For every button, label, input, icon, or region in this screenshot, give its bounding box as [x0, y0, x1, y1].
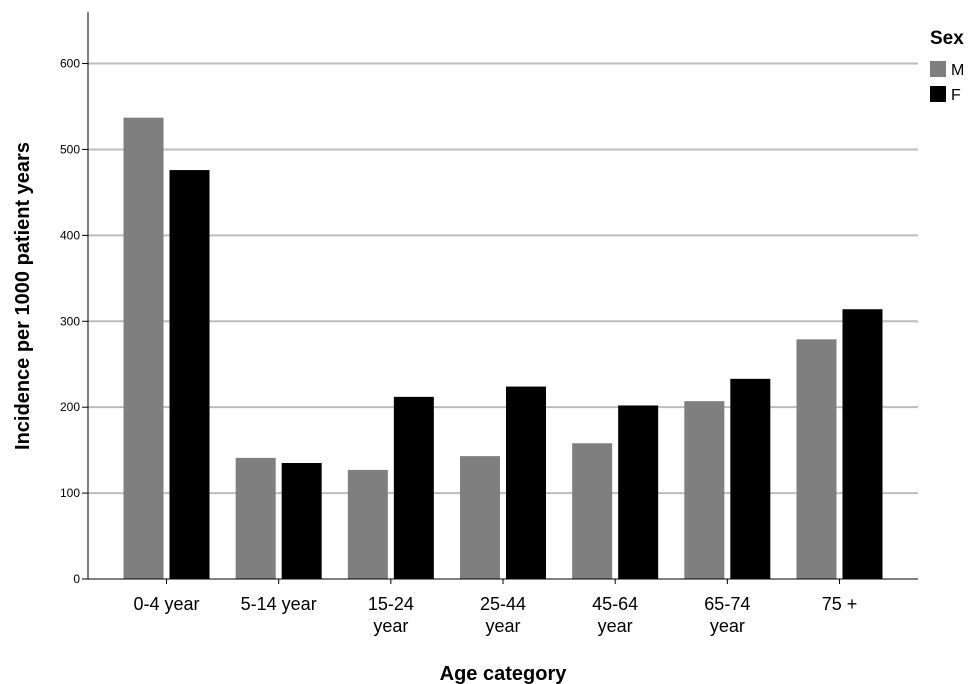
x-tick-label: 15-24 year — [368, 594, 414, 636]
x-tick-label-line: year — [373, 616, 408, 636]
x-tick-label: 45-64 year — [592, 594, 638, 636]
legend-items: MF — [930, 61, 964, 104]
x-tick-label-line: 0-4 year — [133, 594, 199, 614]
bar-f-0 — [169, 170, 210, 579]
y-tick-labels: 0 100 200 300 400 500 600 — [60, 57, 80, 586]
axes — [82, 12, 918, 584]
legend-label-f: F — [951, 87, 961, 104]
x-tick-label: 75 + — [822, 594, 858, 614]
bars — [123, 117, 883, 579]
x-tick-label: 0-4 year — [133, 594, 199, 614]
bar-f-1 — [281, 463, 322, 579]
y-tick-label: 200 — [60, 400, 80, 414]
y-tick-label: 400 — [60, 228, 80, 242]
gridlines — [88, 62, 918, 495]
bar-m-6 — [796, 339, 837, 579]
legend-swatch-f — [930, 86, 946, 102]
legend-label-m: M — [951, 62, 964, 79]
legend: Sex MF — [930, 28, 964, 104]
bar-f-5 — [730, 378, 771, 579]
x-tick-label-line: 5-14 year — [241, 594, 317, 614]
x-tick-label-line: 75 + — [822, 594, 858, 614]
bar-f-4 — [618, 405, 659, 579]
bar-m-1 — [235, 457, 276, 579]
y-tick-label: 500 — [60, 142, 80, 156]
x-tick-label-line: year — [598, 616, 633, 636]
bar-m-5 — [684, 401, 725, 579]
x-tick-label-line: 65-74 — [704, 594, 750, 614]
y-tick-label: 300 — [60, 314, 80, 328]
x-tick-label-line: year — [485, 616, 520, 636]
bar-f-6 — [842, 309, 883, 579]
legend-swatch-m — [930, 61, 946, 77]
bar-m-4 — [572, 443, 613, 579]
x-tick-label-line: 25-44 — [480, 594, 526, 614]
bar-m-3 — [460, 456, 500, 579]
x-tick-label: 25-44 year — [480, 594, 526, 636]
x-tick-label-line: 45-64 — [592, 594, 638, 614]
x-tick-label: 5-14 year — [241, 594, 317, 614]
x-tick-label-line: year — [710, 616, 745, 636]
y-tick-label: 100 — [60, 486, 80, 500]
bar-m-2 — [347, 469, 388, 579]
y-axis-title: Incidence per 1000 patient years — [12, 142, 34, 450]
y-tick-label: 0 — [73, 572, 80, 586]
x-axis-title: Age category — [440, 663, 568, 684]
bar-m-0 — [123, 117, 164, 579]
bar-f-2 — [393, 396, 434, 579]
y-tick-label: 600 — [60, 57, 80, 71]
legend-title: Sex — [930, 28, 964, 49]
bar-f-3 — [506, 386, 546, 579]
x-tick-label: 65-74 year — [704, 594, 750, 636]
x-tick-label-line: 15-24 — [368, 594, 414, 614]
